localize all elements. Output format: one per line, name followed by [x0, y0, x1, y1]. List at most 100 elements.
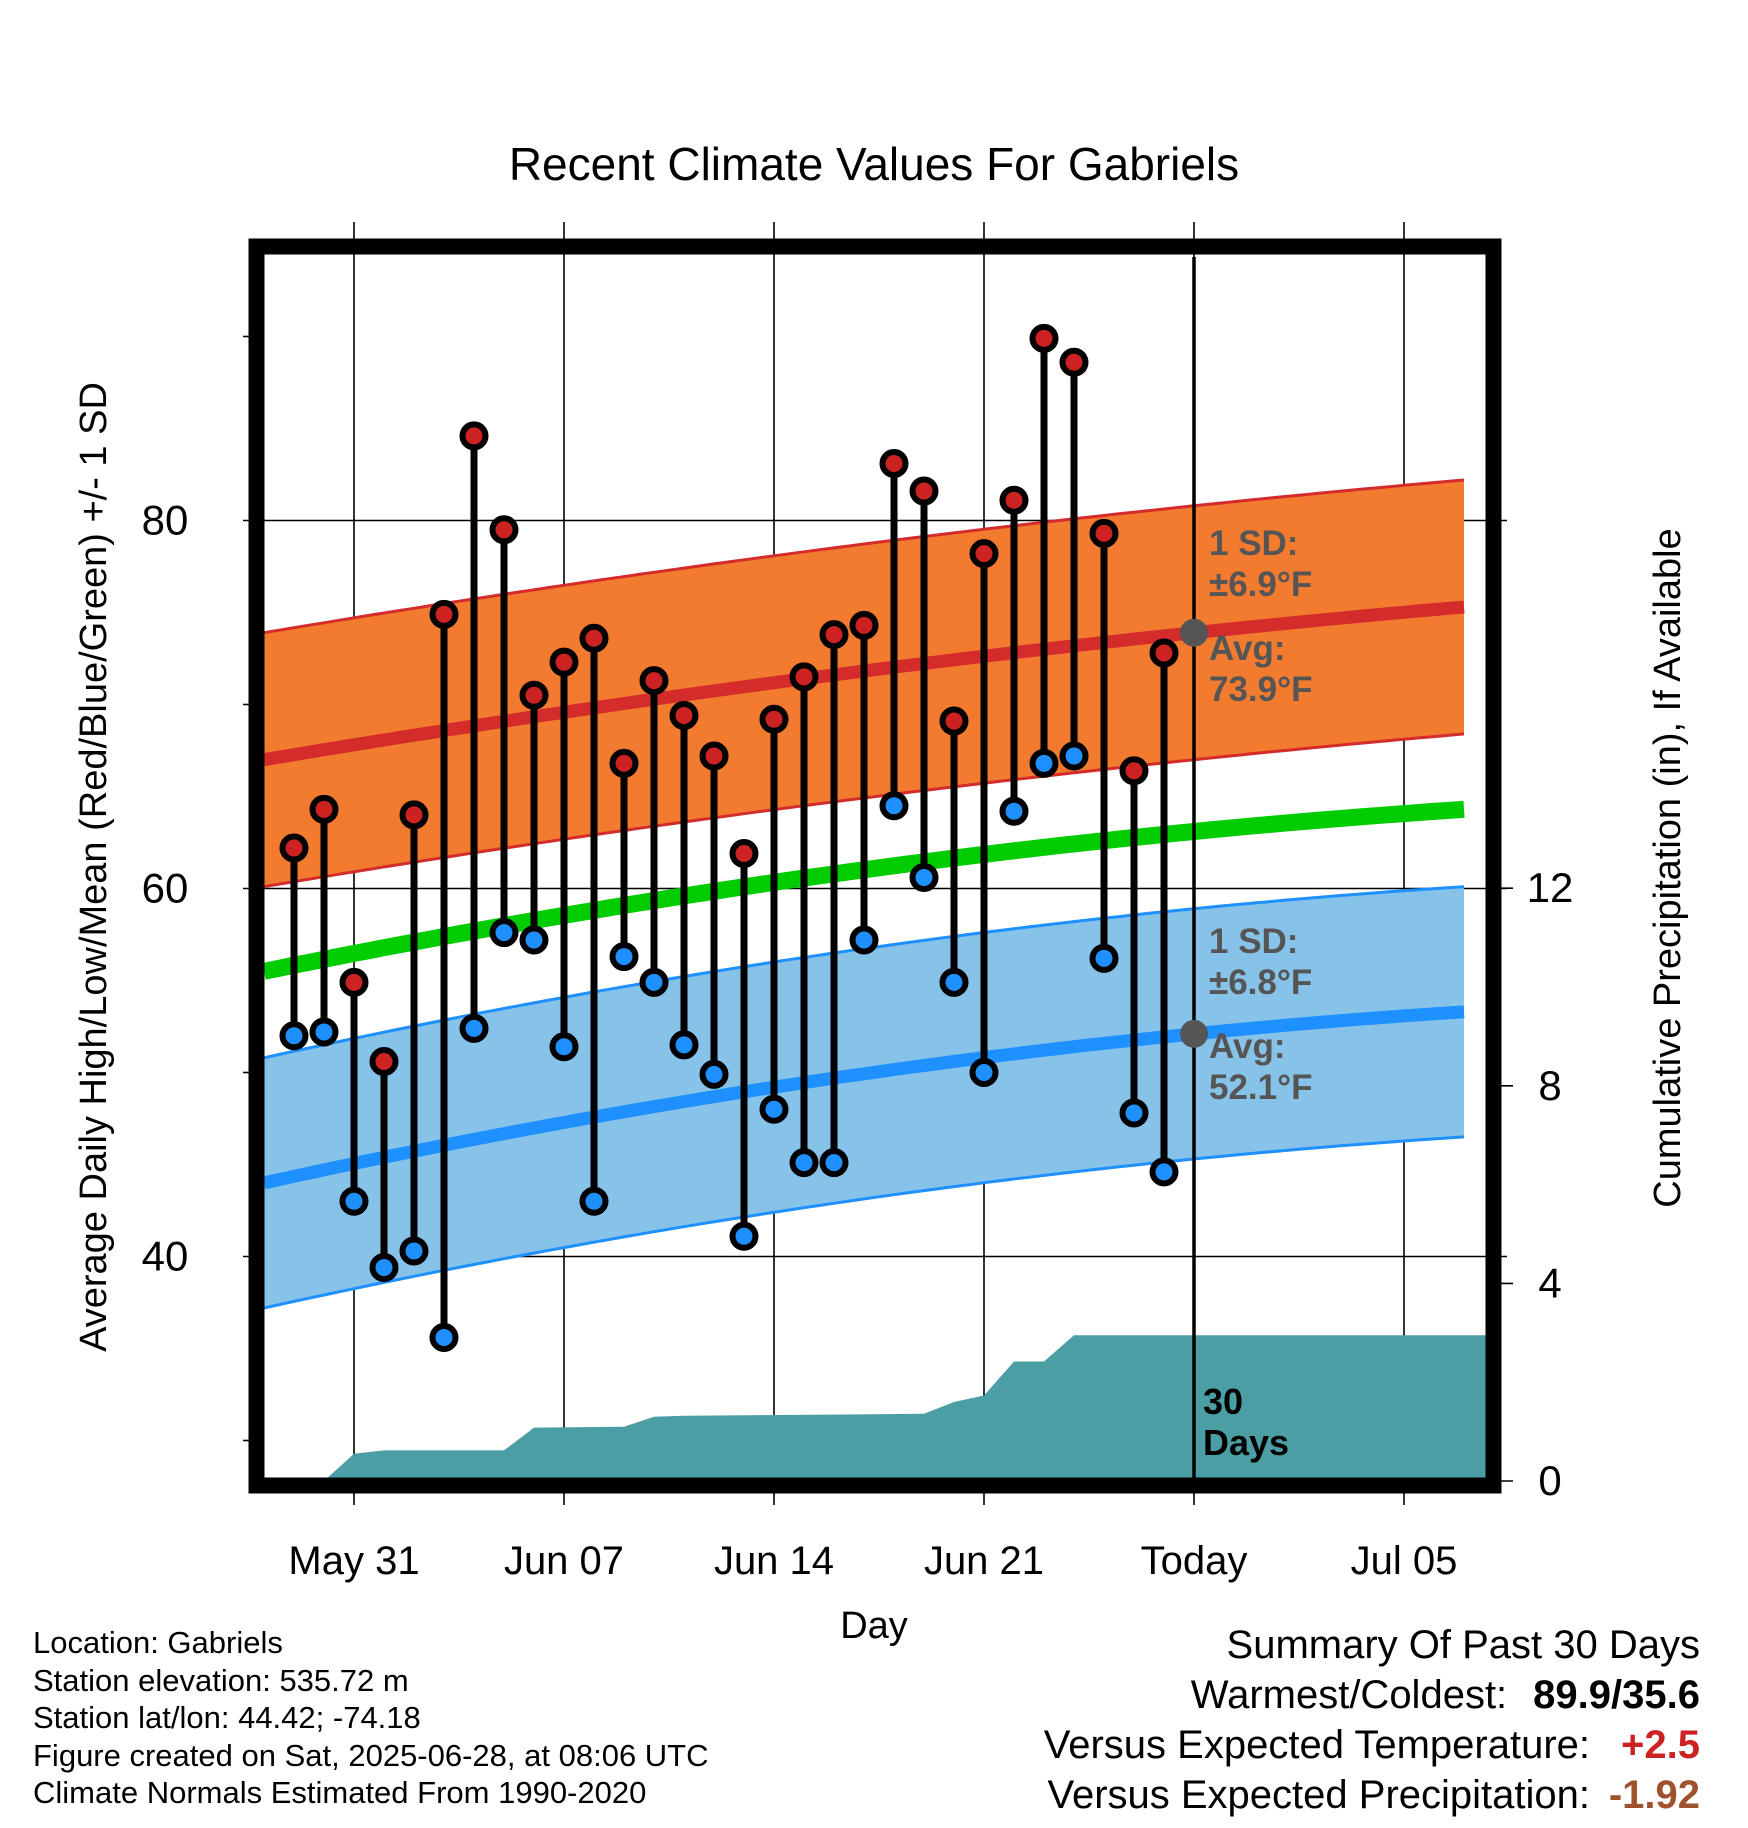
- low-marker: [519, 925, 549, 955]
- x-tick-label: Jul 05: [1351, 1539, 1458, 1583]
- latlon-text: Station lat/lon: 44.42; -74.18: [33, 1700, 421, 1735]
- normal-low-line: [262, 1005, 1465, 1190]
- warmest-coldest-value: 89.9/35.6: [1533, 1673, 1700, 1717]
- low-marker: [1029, 748, 1059, 778]
- low-marker: [549, 1032, 579, 1062]
- low-marker: [849, 925, 879, 955]
- low-marker: [489, 918, 519, 948]
- high-marker: [609, 748, 639, 778]
- low-marker: [639, 967, 669, 997]
- low-marker: [339, 1186, 369, 1216]
- low-marker: [579, 1186, 609, 1216]
- high-marker: [309, 794, 339, 824]
- high-marker: [729, 839, 759, 869]
- high-marker: [519, 680, 549, 710]
- days-label: 30 Days: [1203, 1381, 1289, 1463]
- high-marker: [1059, 347, 1089, 377]
- warmest-coldest-row: Warmest/Coldest: 89.9/35.6: [1044, 1670, 1700, 1720]
- plot-frame: [248, 238, 1502, 1494]
- location-text: Location: Gabriels: [33, 1625, 283, 1660]
- low-marker: [1089, 943, 1119, 973]
- high-sd-label: 1 SD: ±6.9°F: [1209, 524, 1312, 604]
- low-marker: [939, 967, 969, 997]
- low-marker: [1059, 741, 1089, 771]
- x-tick-label: Jun 21: [924, 1539, 1044, 1583]
- y-tick-label-right: 4: [1538, 1259, 1561, 1306]
- low-marker: [1119, 1098, 1149, 1128]
- low-marker: [459, 1013, 489, 1043]
- days-label-line: 30: [1203, 1381, 1243, 1422]
- high-marker: [459, 421, 489, 451]
- low-marker: [1149, 1157, 1179, 1187]
- y-axis-label-right: Cumulative Precipitation (in), If Availa…: [1647, 528, 1689, 1207]
- temp-departure-row: Versus Expected Temperature: +2.5: [1044, 1720, 1700, 1770]
- high-marker: [639, 666, 669, 696]
- high-marker: [429, 599, 459, 629]
- y-tick-label-right: 0: [1538, 1457, 1561, 1504]
- high-marker: [759, 704, 789, 734]
- high-marker: [369, 1046, 399, 1076]
- low-avg-label-line: Avg:: [1209, 1027, 1285, 1066]
- high-marker: [1029, 323, 1059, 353]
- temp-departure-label: Versus Expected Temperature:: [1043, 1723, 1590, 1767]
- temp-departure-value: +2.5: [1621, 1723, 1700, 1767]
- high-sd-label-line: ±6.9°F: [1209, 565, 1312, 604]
- x-axis-label: Day: [840, 1605, 908, 1647]
- precip-departure-value: -1.92: [1608, 1773, 1700, 1817]
- y-tick-label-right: 8: [1538, 1062, 1561, 1109]
- low-sd-label: 1 SD: ±6.8°F: [1209, 922, 1312, 1002]
- high-marker: [789, 662, 819, 692]
- low-marker: [669, 1030, 699, 1060]
- low-marker: [909, 862, 939, 892]
- low-marker: [429, 1322, 459, 1352]
- x-tick-label: Jun 14: [714, 1539, 834, 1583]
- low-sd-lower-edge: [263, 1135, 1465, 1310]
- low-marker: [279, 1021, 309, 1051]
- high-marker: [969, 539, 999, 569]
- high-marker: [1149, 638, 1179, 668]
- high-avg-label-line: 73.9°F: [1209, 670, 1313, 709]
- station-info: Location: Gabriels Station elevation: 53…: [33, 1624, 709, 1812]
- low-marker: [399, 1236, 429, 1266]
- high-marker: [279, 833, 309, 863]
- low-sd-label-line: 1 SD:: [1209, 922, 1298, 961]
- low-marker: [759, 1094, 789, 1124]
- y-tick-label-left: 40: [142, 1233, 189, 1280]
- created-text: Figure created on Sat, 2025-06-28, at 08…: [33, 1737, 709, 1773]
- high-marker: [669, 701, 699, 731]
- high-marker: [489, 515, 519, 545]
- high-marker: [549, 647, 579, 677]
- high-marker: [879, 448, 909, 478]
- summary-panel: Summary Of Past 30 Days Warmest/Coldest:…: [1044, 1620, 1700, 1820]
- high-marker: [1089, 518, 1119, 548]
- high-marker: [849, 610, 879, 640]
- precip-area: [324, 1335, 1486, 1481]
- low-avg-label-line: 52.1°F: [1209, 1068, 1313, 1107]
- high-avg-label: Avg: 73.9°F: [1209, 629, 1313, 709]
- today-low-normal-dot: [1180, 1019, 1208, 1048]
- low-marker: [789, 1148, 819, 1178]
- warmest-coldest-label: Warmest/Coldest:: [1190, 1673, 1508, 1717]
- y-tick-label-left: 80: [142, 497, 189, 544]
- days-label-line: Days: [1203, 1422, 1289, 1463]
- low-marker: [309, 1017, 339, 1047]
- high-sd-upper-edge: [263, 478, 1465, 635]
- y-tick-label-left: 60: [142, 865, 189, 912]
- low-marker: [369, 1253, 399, 1283]
- high-marker: [579, 623, 609, 653]
- normals-text: Climate Normals Estimated From 1990-2020: [33, 1775, 647, 1810]
- elevation-text: Station elevation: 535.72 m: [33, 1662, 409, 1698]
- low-marker: [699, 1059, 729, 1089]
- high-marker: [399, 800, 429, 830]
- low-marker: [729, 1221, 759, 1251]
- precip-departure-label: Versus Expected Precipitation:: [1047, 1773, 1590, 1817]
- precip-departure-row: Versus Expected Precipitation: -1.92: [1044, 1770, 1700, 1820]
- high-sd-label-line: 1 SD:: [1209, 524, 1298, 563]
- y-axis-label-left: Average Daily High/Low/Mean (Red/Blue/Gr…: [73, 382, 115, 1352]
- high-marker: [699, 741, 729, 771]
- summary-title: Summary Of Past 30 Days: [1226, 1623, 1700, 1667]
- high-marker: [939, 706, 969, 736]
- x-tick-label: Today: [1141, 1539, 1248, 1583]
- high-marker: [999, 485, 1029, 515]
